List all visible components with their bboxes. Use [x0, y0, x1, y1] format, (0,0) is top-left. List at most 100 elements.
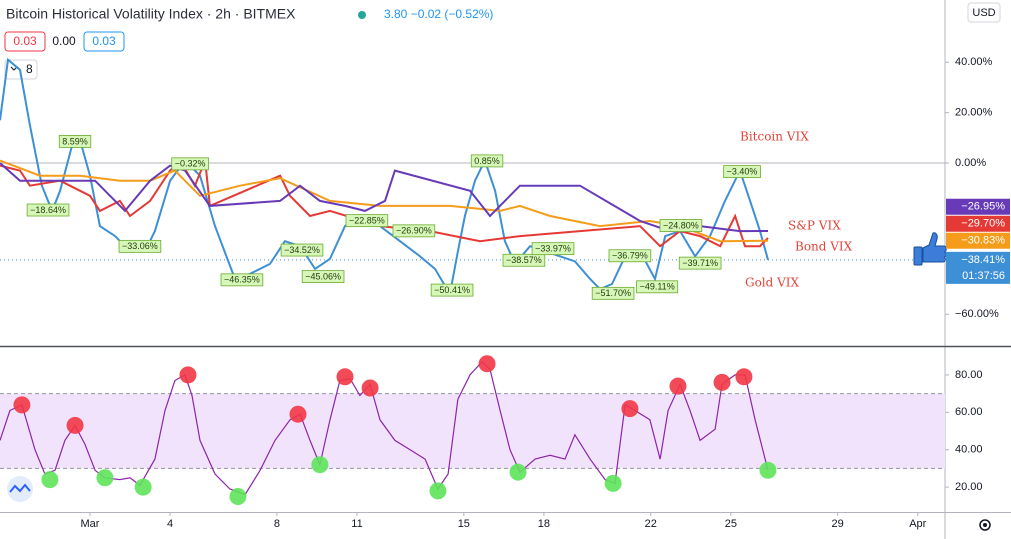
annotation-label: −22.85% — [349, 216, 385, 226]
x-tick-label: 18 — [538, 518, 550, 530]
annotation-label: −26.90% — [396, 226, 432, 236]
signal-dot — [96, 469, 114, 487]
thumbs-up — [913, 232, 947, 266]
annotation-box — [430, 283, 474, 297]
annotation-box — [659, 219, 703, 232]
annotation-label: −50.41% — [434, 285, 470, 295]
series-name: Bond VIX — [795, 240, 853, 254]
annotation-label: −38.57% — [506, 255, 542, 265]
y-tick-label: 20.00 — [955, 481, 983, 493]
annotation-label: −36.79% — [612, 251, 648, 261]
signal-dot — [478, 355, 496, 373]
annotation-box — [58, 135, 92, 148]
signal-dot — [604, 474, 622, 492]
signal-dot — [134, 478, 152, 496]
last-value-tag — [946, 198, 1010, 215]
annotation-label: −18.64% — [30, 205, 66, 215]
series-name: Bitcoin VIX — [740, 130, 809, 144]
annotation-box — [280, 243, 324, 257]
x-tick-label: 4 — [167, 518, 173, 530]
last-value-label: −38.41% — [961, 254, 1005, 266]
series-line — [0, 162, 769, 233]
last-value-label: −29.70% — [961, 218, 1005, 230]
y-tick-label: −60.00% — [955, 308, 999, 320]
annotation-label: −34.52% — [284, 245, 320, 255]
value: 0.00 — [52, 34, 76, 48]
settings-hub — [983, 523, 987, 527]
pane — [0, 355, 945, 505]
chart-title: Bitcoin Historical Volatility Index · 2h… — [6, 6, 296, 22]
y-tick-label: 40.00% — [955, 56, 993, 68]
annotation-box — [171, 157, 209, 171]
y-tick-label: 0.00% — [955, 157, 986, 169]
annotation-box — [26, 203, 70, 217]
currency-button[interactable] — [967, 2, 1001, 23]
annotation-box — [392, 224, 436, 238]
annotation-box — [345, 214, 389, 228]
series-line — [0, 158, 769, 248]
y-tick-label: 20.00% — [955, 107, 993, 119]
annotation-box — [723, 165, 761, 179]
currency: USD — [972, 7, 995, 19]
value-box — [83, 31, 125, 52]
annotation-label: −24.80% — [663, 220, 699, 230]
collapsed-count: 8 — [26, 62, 33, 76]
signal-dot — [621, 400, 639, 418]
y-tick-label: 60.00 — [955, 406, 983, 418]
annotation-label: 8.59% — [62, 136, 88, 146]
annotation-label: −0.32% — [175, 159, 206, 169]
annotation-label: −46.35% — [224, 275, 260, 285]
x-tick-label: 11 — [351, 518, 362, 530]
annotation-label: −33.97% — [535, 244, 571, 254]
value-box — [4, 31, 46, 52]
signal-dot — [713, 373, 731, 391]
annotation-box — [636, 280, 679, 294]
last-value-label: −26.95% — [961, 201, 1005, 213]
x-tick-label: Mar — [81, 518, 100, 530]
series-name: S&P VIX — [788, 219, 841, 233]
signal-dot — [13, 396, 31, 414]
last-value-label: −30.83% — [961, 235, 1005, 247]
annotation-label: −45.06% — [305, 271, 341, 281]
value: 0.03 — [13, 34, 37, 48]
x-tick-label: 8 — [274, 518, 280, 530]
annotation-box — [678, 256, 722, 270]
annotation-label: −51.70% — [595, 288, 631, 298]
x-tick-label: 25 — [725, 518, 737, 530]
signal-dot — [361, 379, 379, 397]
last-value-tag — [946, 251, 1010, 284]
series-line — [0, 57, 769, 297]
signal-dot — [179, 366, 197, 384]
last-value-tag — [946, 232, 1010, 249]
annotation-box — [591, 286, 635, 300]
series-line — [0, 360, 769, 496]
value: 0.03 — [92, 34, 116, 48]
x-tick-label: 29 — [832, 518, 844, 530]
annotation-label: −33.06% — [122, 241, 158, 251]
countdown: 01:37:56 — [962, 270, 1005, 282]
quote: 3.80 −0.02 (−0.52%) — [384, 7, 493, 21]
logo-mark — [9, 483, 31, 493]
signal-dot — [41, 471, 59, 489]
annotation-box — [301, 270, 345, 284]
x-tick-label: 22 — [645, 518, 657, 530]
annotation-box — [608, 249, 652, 263]
annotation-box — [502, 253, 546, 267]
annotation-label: 0.85% — [474, 156, 500, 166]
annotation-box — [220, 273, 264, 287]
logo[interactable] — [7, 476, 33, 502]
signal-dot — [429, 482, 447, 500]
annotation-box — [470, 154, 504, 168]
annotation-box — [531, 242, 575, 256]
x-tick-label: 15 — [458, 518, 470, 530]
settings[interactable] — [979, 519, 991, 531]
annotation-label: −3.40% — [727, 166, 758, 176]
signal-dot — [509, 463, 527, 481]
signal-dot — [336, 368, 354, 386]
status-dot — [358, 11, 366, 19]
y-tick-label: 40.00 — [955, 444, 983, 456]
pane — [0, 57, 945, 297]
signal-dot — [289, 405, 307, 423]
annotation-label: −39.71% — [682, 258, 718, 268]
